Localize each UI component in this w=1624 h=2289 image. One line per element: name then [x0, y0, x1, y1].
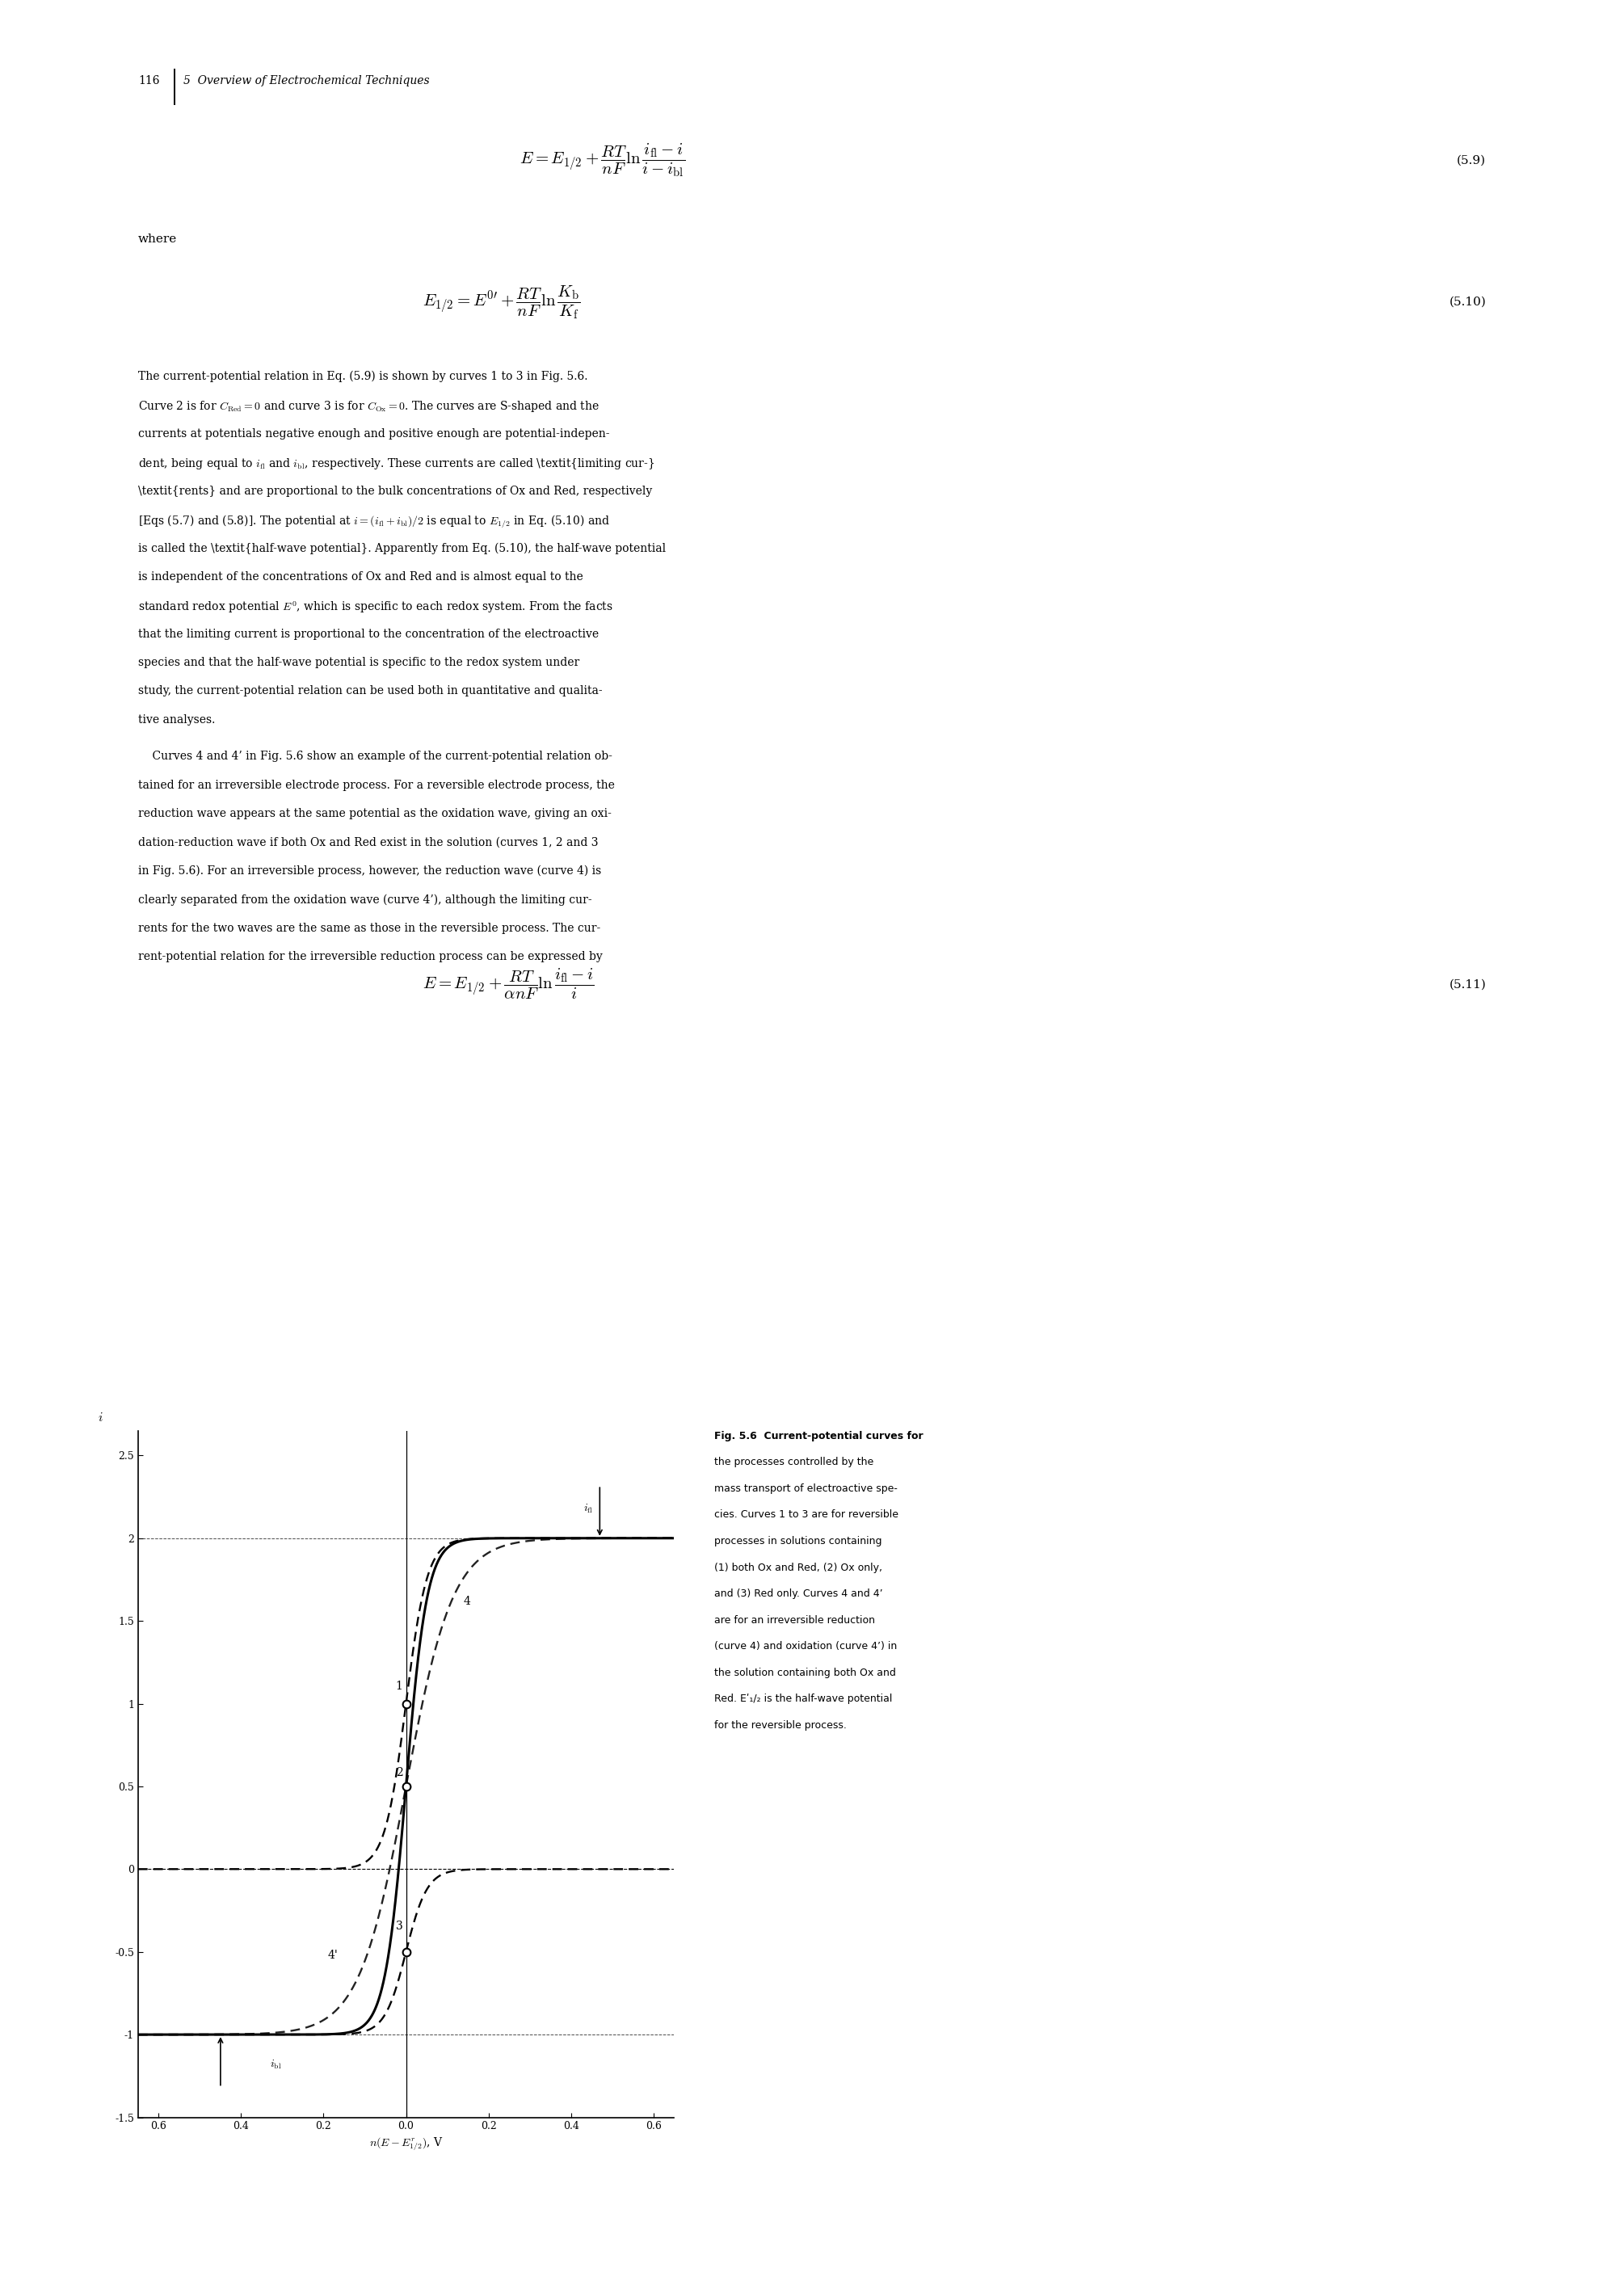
Text: is independent of the concentrations of Ox and Red and is almost equal to the: is independent of the concentrations of …	[138, 572, 583, 581]
Text: $i$: $i$	[97, 1412, 104, 1424]
Text: Red. Eʹ₁/₂ is the half-wave potential: Red. Eʹ₁/₂ is the half-wave potential	[715, 1694, 893, 1705]
Text: clearly separated from the oxidation wave (curve 4’), although the limiting cur-: clearly separated from the oxidation wav…	[138, 893, 591, 906]
Text: are for an irreversible reduction: are for an irreversible reduction	[715, 1616, 875, 1625]
Text: 3: 3	[396, 1920, 403, 1932]
Text: dation-reduction wave if both Ox and Red exist in the solution (curves 1, 2 and : dation-reduction wave if both Ox and Red…	[138, 835, 598, 847]
Text: the processes controlled by the: the processes controlled by the	[715, 1458, 874, 1467]
Text: mass transport of electroactive spe-: mass transport of electroactive spe-	[715, 1483, 898, 1495]
Text: $E_{1/2} = E^{0\prime} + \dfrac{RT}{nF}\ln\dfrac{K_{\mathrm{b}}}{K_{\mathrm{f}}}: $E_{1/2} = E^{0\prime} + \dfrac{RT}{nF}\…	[422, 284, 581, 320]
Text: 4': 4'	[328, 1950, 338, 1962]
Text: study, the current-potential relation can be used both in quantitative and quali: study, the current-potential relation ca…	[138, 687, 603, 696]
Text: and (3) Red only. Curves 4 and 4’: and (3) Red only. Curves 4 and 4’	[715, 1589, 883, 1600]
Text: $i_{\mathrm{fl}}$: $i_{\mathrm{fl}}$	[583, 1502, 593, 1515]
Text: where: where	[138, 233, 177, 245]
Text: 5  Overview of Electrochemical Techniques: 5 Overview of Electrochemical Techniques	[184, 76, 430, 87]
Text: in Fig. 5.6). For an irreversible process, however, the reduction wave (curve 4): in Fig. 5.6). For an irreversible proces…	[138, 865, 601, 877]
Text: rents for the two waves are the same as those in the reversible process. The cur: rents for the two waves are the same as …	[138, 922, 601, 934]
Text: species and that the half-wave potential is specific to the redox system under: species and that the half-wave potential…	[138, 657, 580, 668]
Text: Fig. 5.6  Current-potential curves for: Fig. 5.6 Current-potential curves for	[715, 1431, 924, 1442]
Text: reduction wave appears at the same potential as the oxidation wave, giving an ox: reduction wave appears at the same poten…	[138, 808, 611, 819]
Text: cies. Curves 1 to 3 are for reversible: cies. Curves 1 to 3 are for reversible	[715, 1511, 898, 1520]
Text: currents at potentials negative enough and positive enough are potential-indepen: currents at potentials negative enough a…	[138, 428, 609, 439]
Text: rent-potential relation for the irreversible reduction process can be expressed : rent-potential relation for the irrevers…	[138, 952, 603, 961]
Text: that the limiting current is proportional to the concentration of the electroact: that the limiting current is proportiona…	[138, 627, 599, 639]
Text: \textit{rents} and are proportional to the bulk concentrations of Ox and Red, re: \textit{rents} and are proportional to t…	[138, 485, 653, 497]
X-axis label: $n(E-E^r_{1/2})$, V: $n(E-E^r_{1/2})$, V	[369, 2136, 443, 2152]
Text: (curve 4) and oxidation (curve 4’) in: (curve 4) and oxidation (curve 4’) in	[715, 1641, 898, 1653]
Text: tive analyses.: tive analyses.	[138, 714, 214, 726]
Text: $E = E_{1/2} + \dfrac{RT}{\alpha nF}\ln\dfrac{i_{\mathrm{fl}}-i}{i}$: $E = E_{1/2} + \dfrac{RT}{\alpha nF}\ln\…	[422, 968, 594, 1000]
Text: The current-potential relation in Eq. (5.9) is shown by curves 1 to 3 in Fig. 5.: The current-potential relation in Eq. (5…	[138, 371, 588, 382]
Text: processes in solutions containing: processes in solutions containing	[715, 1536, 882, 1547]
Text: for the reversible process.: for the reversible process.	[715, 1721, 848, 1730]
Text: Curves 4 and 4’ in Fig. 5.6 show an example of the current-potential relation ob: Curves 4 and 4’ in Fig. 5.6 show an exam…	[138, 751, 612, 762]
Text: 1: 1	[396, 1680, 403, 1692]
Text: 116: 116	[138, 76, 159, 87]
Text: 2: 2	[396, 1767, 403, 1779]
Text: 4: 4	[464, 1595, 471, 1607]
Text: $E = E_{1/2} + \dfrac{RT}{nF}\ln\dfrac{i_{\mathrm{fl}}-i}{i-i_{\mathrm{bl}}}$: $E = E_{1/2} + \dfrac{RT}{nF}\ln\dfrac{i…	[520, 142, 685, 179]
Text: (5.9): (5.9)	[1457, 156, 1486, 165]
Text: (1) both Ox and Red, (2) Ox only,: (1) both Ox and Red, (2) Ox only,	[715, 1561, 882, 1573]
Text: tained for an irreversible electrode process. For a reversible electrode process: tained for an irreversible electrode pro…	[138, 778, 614, 790]
Text: (5.11): (5.11)	[1449, 980, 1486, 989]
Text: standard redox potential $E^0$, which is specific to each redox system. From the: standard redox potential $E^0$, which is…	[138, 600, 612, 616]
Text: Curve 2 is for $C_{\mathrm{Red}}=0$ and curve 3 is for $C_{\mathrm{Ox}}=0$. The : Curve 2 is for $C_{\mathrm{Red}}=0$ and …	[138, 398, 599, 414]
Text: [Eqs (5.7) and (5.8)]. The potential at $i=(i_{\mathrm{fl}}+i_{\mathrm{bl}})/2$ : [Eqs (5.7) and (5.8)]. The potential at …	[138, 513, 611, 531]
Text: the solution containing both Ox and: the solution containing both Ox and	[715, 1666, 896, 1678]
Text: is called the \textit{half-wave potential}. Apparently from Eq. (5.10), the half: is called the \textit{half-wave potentia…	[138, 542, 666, 554]
Text: (5.10): (5.10)	[1449, 298, 1486, 307]
Text: dent, being equal to $i_{\mathrm{fl}}$ and $i_{\mathrm{bl}}$, respectively. Thes: dent, being equal to $i_{\mathrm{fl}}$ a…	[138, 458, 654, 472]
Text: $i_{\mathrm{bl}}$: $i_{\mathrm{bl}}$	[270, 2058, 281, 2072]
